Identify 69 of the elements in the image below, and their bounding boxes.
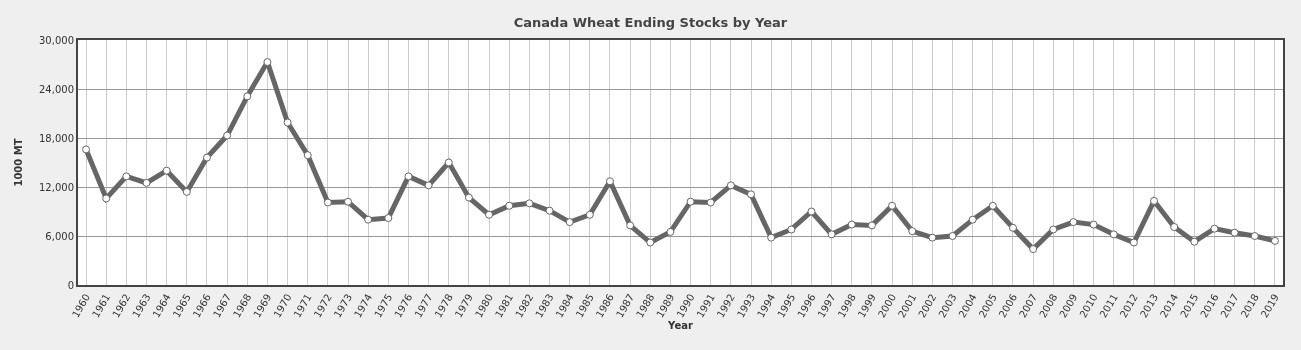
point [585,210,594,219]
point [626,221,635,230]
point [1150,196,1159,205]
point [485,210,494,219]
point [847,220,856,229]
point [747,190,756,199]
point [666,227,675,236]
point [142,178,151,187]
point [202,153,211,162]
point [948,232,957,240]
point [404,172,413,181]
point [424,181,433,190]
y-tick-label: 12,000 [39,181,74,193]
point [182,187,191,196]
point [646,238,655,247]
point [726,181,735,190]
point [303,151,312,160]
x-axis-title: Year [667,319,693,331]
point [82,145,91,154]
point [1008,223,1017,232]
point [162,166,171,175]
point [827,230,836,239]
point [102,194,111,203]
point [1049,225,1058,234]
point [1170,223,1179,232]
point [767,233,776,242]
point [787,225,796,234]
point [364,215,373,224]
point [1069,218,1078,227]
point [968,215,977,224]
y-tick-label: 18,000 [39,132,74,144]
point [1109,230,1118,239]
point [505,201,514,210]
point [1230,228,1239,237]
point [1089,220,1098,229]
point [867,221,876,230]
point [1029,245,1038,254]
point [1129,238,1138,247]
point [1250,232,1259,240]
point [384,214,393,223]
y-axis-title: 1000 MT [12,138,24,187]
y-tick-label: 30,000 [39,34,74,46]
point [988,201,997,210]
point [223,131,232,140]
point [605,177,614,186]
point [1270,236,1279,245]
point [565,218,574,227]
point [807,207,816,216]
point [706,198,715,207]
point [686,197,695,206]
point [908,227,917,236]
y-tick-label: 24,000 [39,83,74,95]
point [344,197,353,206]
point [263,58,272,67]
point [444,158,453,167]
chart-title: Canada Wheat Ending Stocks by Year [513,14,788,30]
point [122,172,131,181]
point [1210,224,1219,233]
point [283,118,292,127]
point [323,198,332,207]
point [928,233,937,242]
point [464,193,473,202]
point [888,201,897,210]
point [243,92,252,101]
y-tick-label: 6,000 [45,230,74,242]
point [525,199,534,208]
y-tick-label: 0 [67,279,74,291]
point [1190,237,1199,246]
point [545,206,554,215]
